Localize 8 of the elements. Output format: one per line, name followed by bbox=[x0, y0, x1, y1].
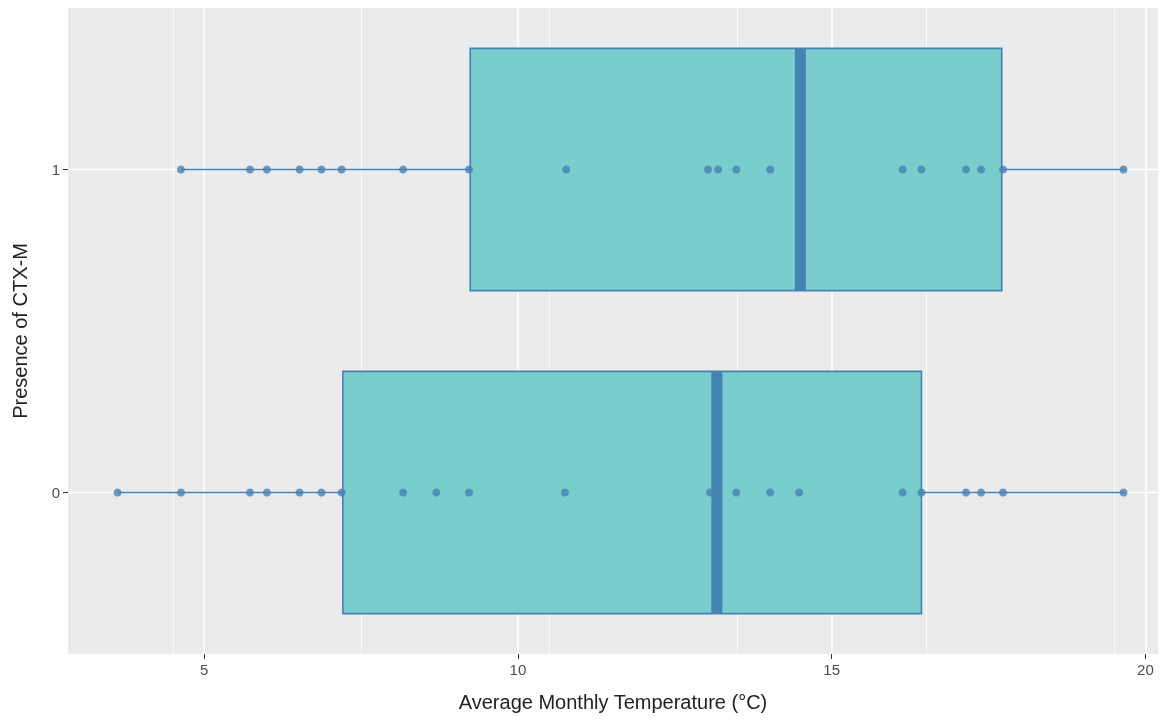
x-axis-title: Average Monthly Temperature (°C) bbox=[458, 691, 768, 713]
x-tick-label: 5 bbox=[200, 661, 209, 678]
y-tick-label: 0 bbox=[51, 484, 60, 501]
x-tick-label: 20 bbox=[1137, 661, 1154, 678]
y-axis-title: Presence of CTX-M bbox=[9, 243, 31, 419]
x-tick-label: 15 bbox=[823, 661, 841, 678]
y-tick-label: 1 bbox=[51, 161, 60, 178]
x-tick-label: 10 bbox=[509, 661, 527, 678]
